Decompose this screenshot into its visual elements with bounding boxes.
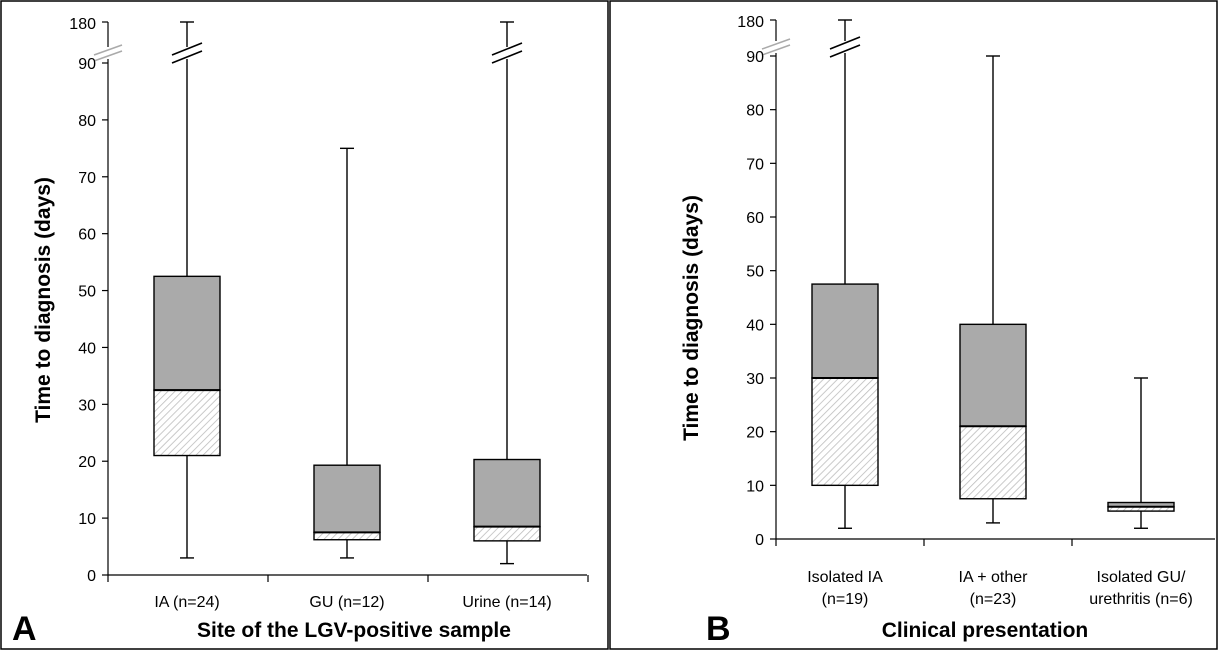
y-tick-label: 30 xyxy=(746,371,764,388)
box-2 xyxy=(1107,377,1175,529)
y-tick-label: 40 xyxy=(746,317,764,334)
panel-b: 0 10 20 30 40 50 60 70 80 90 180 Isolated IA (n=19) I… xyxy=(680,14,1215,648)
whisker-break-mark xyxy=(829,44,861,58)
y-tick-label: 20 xyxy=(746,425,764,442)
y-axis-title: Time to diagnosis (days) xyxy=(32,177,55,423)
y-tick-label: 60 xyxy=(78,227,96,244)
box-2 xyxy=(473,21,541,565)
y-tick-label: 10 xyxy=(746,478,764,495)
box-upper-quartile xyxy=(959,323,1027,428)
y-tick-label: 0 xyxy=(755,532,764,549)
box-upper-quartile xyxy=(313,464,381,534)
whisker-break-mark xyxy=(171,50,203,64)
y-axis-title: Time to diagnosis (days) xyxy=(680,195,703,441)
x-category-label: Urine (n=14) xyxy=(462,594,551,611)
y-tick-label: 0 xyxy=(87,568,96,585)
box-lower-quartile xyxy=(811,377,879,487)
y-tick-label: 80 xyxy=(746,103,764,120)
x-axis-title: Clinical presentation xyxy=(882,619,1089,642)
box-0 xyxy=(153,21,221,559)
whisker-break-mark xyxy=(829,36,861,50)
x-category-label: urethritis (n=6) xyxy=(1089,591,1193,608)
y-tick-label: 40 xyxy=(78,340,96,357)
panel-letter: B xyxy=(706,610,731,648)
box-0 xyxy=(811,19,879,529)
x-axis-title: Site of the LGV-positive sample xyxy=(197,619,511,642)
x-category-label: IA + other xyxy=(959,569,1029,586)
y-tick-label-break: 180 xyxy=(69,16,96,33)
axis-break-mark xyxy=(93,50,123,62)
whisker-break-mark xyxy=(491,50,523,64)
y-tick-label: 20 xyxy=(78,454,96,471)
x-category-label: IA (n=24) xyxy=(154,594,219,611)
box-lower-quartile xyxy=(959,425,1027,500)
box-upper-quartile xyxy=(473,458,541,528)
panel-a-frame xyxy=(0,0,609,650)
y-tick-label: 30 xyxy=(78,397,96,414)
box-lower-quartile xyxy=(473,525,541,542)
y-tick-label: 50 xyxy=(746,264,764,281)
axis-break-mark xyxy=(93,44,123,56)
y-tick-label: 10 xyxy=(78,511,96,528)
box-upper-quartile xyxy=(811,283,879,379)
y-tick-label: 60 xyxy=(746,210,764,227)
box-1 xyxy=(313,147,381,559)
whisker-break-mark xyxy=(491,42,523,56)
box-upper-quartile xyxy=(153,275,221,391)
x-category-label: Isolated GU/ xyxy=(1097,569,1186,586)
x-category-label: GU (n=12) xyxy=(309,594,384,611)
box-lower-quartile xyxy=(153,389,221,457)
y-tick-label: 70 xyxy=(746,156,764,173)
panel-letter: A xyxy=(12,610,37,648)
y-tick-label-break: 180 xyxy=(737,14,764,31)
y-tick-label: 50 xyxy=(78,284,96,301)
box-lower-quartile xyxy=(313,531,381,541)
x-category-label: (n=23) xyxy=(970,591,1017,608)
axis-break-mark xyxy=(761,38,791,50)
x-category-label: Isolated IA xyxy=(807,569,883,586)
y-tick-label: 80 xyxy=(78,113,96,130)
y-tick-label: 90 xyxy=(78,56,96,73)
panel-a: 0 10 20 30 40 50 60 70 80 90 180 IA (n=24) GU (n=12)… xyxy=(12,16,589,648)
y-tick-label: 70 xyxy=(78,170,96,187)
x-category-label: (n=19) xyxy=(822,591,869,608)
y-tick-label: 90 xyxy=(746,49,764,66)
panel-b-frame xyxy=(609,0,1218,650)
axis-break-mark xyxy=(761,44,791,56)
box-1 xyxy=(959,55,1027,524)
whisker-break-mark xyxy=(171,42,203,56)
